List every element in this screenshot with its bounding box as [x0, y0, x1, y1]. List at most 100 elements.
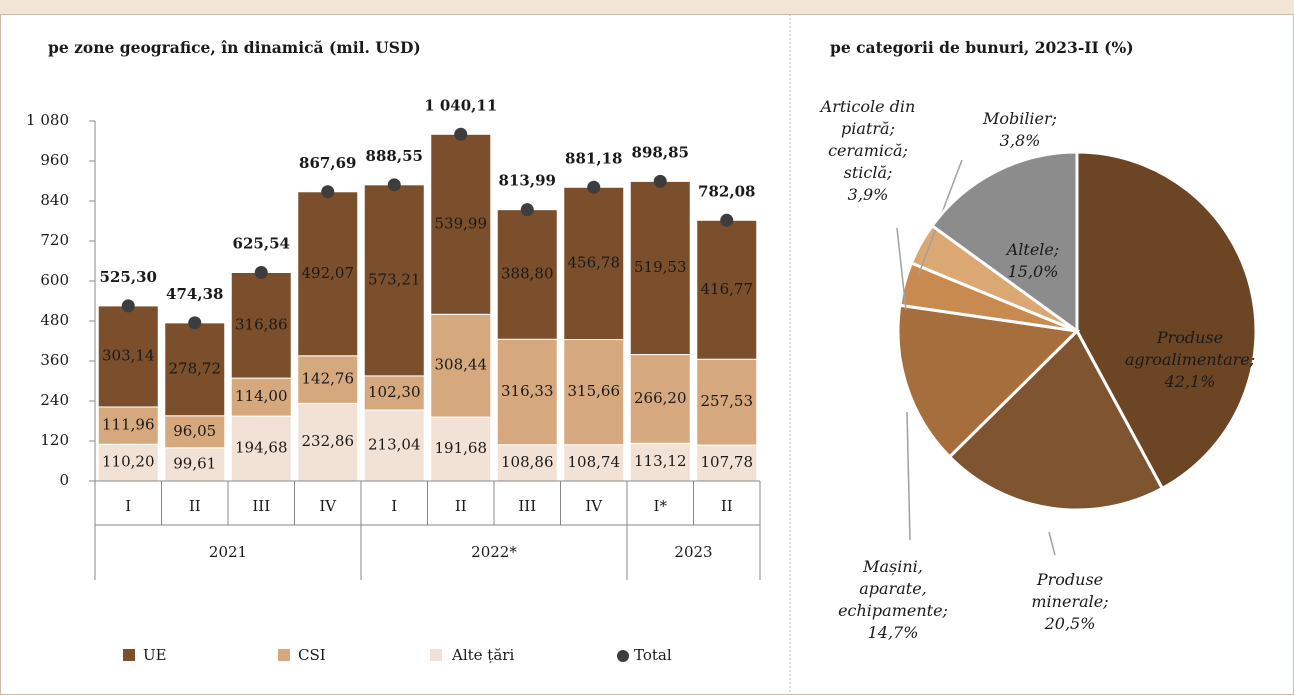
y-tick-label: 720	[40, 231, 69, 249]
slice-value-label: 15,0%	[1008, 262, 1059, 281]
y-tick-label: 840	[40, 191, 69, 209]
bar-segment	[696, 358, 758, 446]
header-band	[0, 0, 1294, 14]
value-label: 316,86	[235, 315, 288, 333]
x-tick-label: III	[518, 497, 536, 515]
value-label: 316,33	[501, 382, 554, 400]
value-label: 492,07	[302, 264, 355, 282]
value-label: 278,72	[169, 359, 222, 377]
legend-swatch	[617, 650, 629, 662]
slice-label-line: agroalimentare;	[1125, 350, 1255, 369]
total-label: 625,54	[233, 234, 290, 252]
bar-segment	[230, 271, 292, 379]
total-dot	[653, 174, 667, 188]
bar-segment	[363, 409, 425, 482]
legend-label: UE	[143, 646, 167, 664]
bar-segment	[164, 322, 226, 417]
total-dot	[720, 213, 734, 227]
legend-swatch	[278, 649, 290, 661]
legend-label: CSI	[298, 646, 326, 664]
bar-segment	[297, 191, 359, 357]
slice-label-line: echipamente;	[838, 601, 948, 620]
slice-label-line: sticlă;	[844, 163, 893, 182]
x-tick-label: II	[455, 497, 467, 515]
total-label: 782,08	[698, 182, 755, 200]
total-label: 898,85	[632, 143, 689, 161]
value-label: 539,99	[435, 214, 488, 232]
bar-segment	[496, 209, 558, 340]
legend-label: Total	[634, 646, 672, 664]
pie-slice	[896, 303, 1081, 459]
group-label: 2022*	[471, 543, 517, 561]
y-tick-label: 0	[59, 471, 69, 489]
bar-segment	[629, 442, 691, 482]
total-label: 888,55	[366, 147, 423, 165]
bar-segment	[230, 377, 292, 417]
x-tick-label: I*	[654, 497, 668, 515]
bar-segment	[629, 180, 691, 356]
value-label: 191,68	[435, 439, 488, 457]
group-label: 2023	[674, 543, 712, 561]
slice-value-label: 3,9%	[848, 185, 889, 204]
slice-label-line: Altele;	[1005, 240, 1060, 259]
leader-line	[906, 411, 911, 541]
total-dot	[454, 127, 468, 141]
value-label: 573,21	[368, 270, 421, 288]
slice-label: Altele; 15,0%	[1005, 240, 1060, 281]
total-label: 881,18	[565, 149, 622, 167]
slice-value-label: 3,8%	[1000, 131, 1041, 150]
value-label: 213,04	[368, 435, 421, 453]
slice-label: Produse minerale; 20,5%	[1031, 570, 1108, 633]
total-dot	[254, 265, 268, 279]
y-tick-label: 600	[40, 271, 69, 289]
bar-segment	[430, 133, 492, 315]
total-label: 1 040,11	[424, 96, 497, 114]
x-tick-label: I	[391, 497, 397, 515]
value-label: 194,68	[235, 439, 288, 457]
legend-swatch	[123, 649, 135, 661]
value-label: 303,14	[102, 346, 155, 364]
slice-label: Articole din piatră; ceramică; sticlă; 3,9%	[819, 97, 916, 204]
y-tick-label: 360	[40, 351, 69, 369]
total-label: 525,30	[100, 268, 157, 286]
pie-title: pe categorii de bunuri, 2023-II (%)	[830, 38, 1134, 57]
bar-segment	[97, 443, 159, 482]
value-label: 99,61	[173, 454, 216, 472]
legend-swatch	[430, 649, 442, 661]
bar-title: pe zone geografice, în dinamică (mil. US…	[48, 38, 421, 57]
x-tick-label: II	[189, 497, 201, 515]
total-label: 867,69	[299, 154, 356, 172]
bar-segment	[563, 339, 625, 446]
slice-label-line: aparate,	[859, 579, 927, 598]
value-label: 308,44	[435, 356, 488, 374]
bar-segment	[430, 416, 492, 482]
bar-segment	[363, 375, 425, 411]
bar-segment	[696, 219, 758, 360]
slice-value-label: 20,5%	[1044, 614, 1096, 633]
slice-label-line: piatră;	[841, 119, 895, 138]
pie-slice	[930, 150, 1079, 334]
total-dot	[188, 316, 202, 330]
bar-segment	[363, 184, 425, 377]
bar-segment	[230, 415, 292, 482]
slice-label-line: Articole din	[819, 97, 916, 116]
x-tick-label: III	[252, 497, 270, 515]
value-label: 114,00	[235, 387, 288, 405]
slice-label-line: ceramică;	[828, 141, 908, 160]
y-tick-label: 960	[40, 151, 69, 169]
leader-line	[1048, 531, 1056, 556]
slice-label-line: minerale;	[1031, 592, 1108, 611]
total-dot	[520, 203, 534, 217]
y-tick-label: 1 080	[26, 111, 69, 129]
value-label: 107,78	[701, 453, 754, 471]
y-tick-label: 480	[40, 311, 69, 329]
slice-label-line: Produse	[1156, 328, 1223, 347]
bar-segment	[164, 415, 226, 449]
group-label: 2021	[209, 543, 247, 561]
slice-label-line: Mobilier;	[982, 109, 1057, 128]
value-label: 388,80	[501, 264, 554, 282]
y-tick-label: 120	[40, 431, 69, 449]
x-tick-label: IV	[585, 497, 603, 515]
bar-segment	[563, 186, 625, 341]
